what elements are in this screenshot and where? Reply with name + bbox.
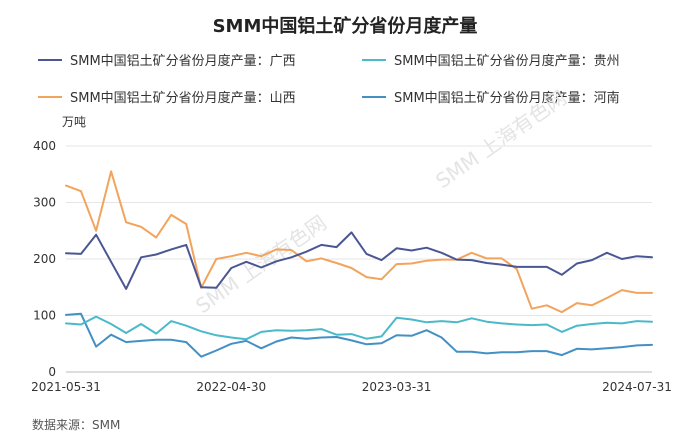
series-line-guangxi — [65, 231, 653, 290]
data-source: 数据来源：SMM — [32, 418, 121, 432]
legend-item-guangxi[interactable]: SMM中国铝土矿分省份月度产量：广西 — [38, 50, 296, 69]
series-line-guizhou — [65, 315, 653, 341]
legend-item-henan[interactable]: SMM中国铝土矿分省份月度产量：河南 — [362, 87, 620, 106]
series-line-henan — [65, 312, 653, 358]
legend-swatch-guizhou — [362, 58, 386, 61]
y-tick-label: 300 — [33, 196, 56, 210]
legend-label-guizhou: SMM中国铝土矿分省份月度产量：贵州 — [394, 54, 620, 69]
chart-title: SMM中国铝土矿分省份月度产量 — [212, 16, 478, 37]
legend-swatch-shanxi — [38, 95, 62, 98]
watermark-text: SMM 上海有色网 — [191, 210, 331, 318]
x-tick-label: 2023-03-31 — [362, 380, 432, 394]
legend-swatch-guangxi — [38, 58, 62, 61]
legend-swatch-henan — [362, 95, 386, 98]
legend-label-guangxi: SMM中国铝土矿分省份月度产量：广西 — [70, 54, 296, 69]
legend-label-shanxi: SMM中国铝土矿分省份月度产量：山西 — [70, 91, 296, 106]
x-tick-label: 2024-07-31 — [602, 380, 672, 394]
legend-label-henan: SMM中国铝土矿分省份月度产量：河南 — [394, 91, 620, 106]
legend-item-shanxi[interactable]: SMM中国铝土矿分省份月度产量：山西 — [38, 87, 296, 106]
watermark-text: SMM 上海有色网 — [431, 85, 571, 193]
y-tick-label: 0 — [48, 365, 56, 379]
y-tick-label: 100 — [33, 309, 56, 323]
series-line-shanxi — [65, 170, 653, 314]
x-tick-label: 2021-05-31 — [31, 380, 101, 394]
y-axis-unit: 万吨 — [62, 115, 87, 129]
y-tick-label: 200 — [33, 252, 56, 266]
legend-item-guizhou[interactable]: SMM中国铝土矿分省份月度产量：贵州 — [362, 50, 620, 69]
x-tick-label: 2022-04-30 — [196, 380, 266, 394]
y-tick-label: 400 — [33, 139, 56, 153]
